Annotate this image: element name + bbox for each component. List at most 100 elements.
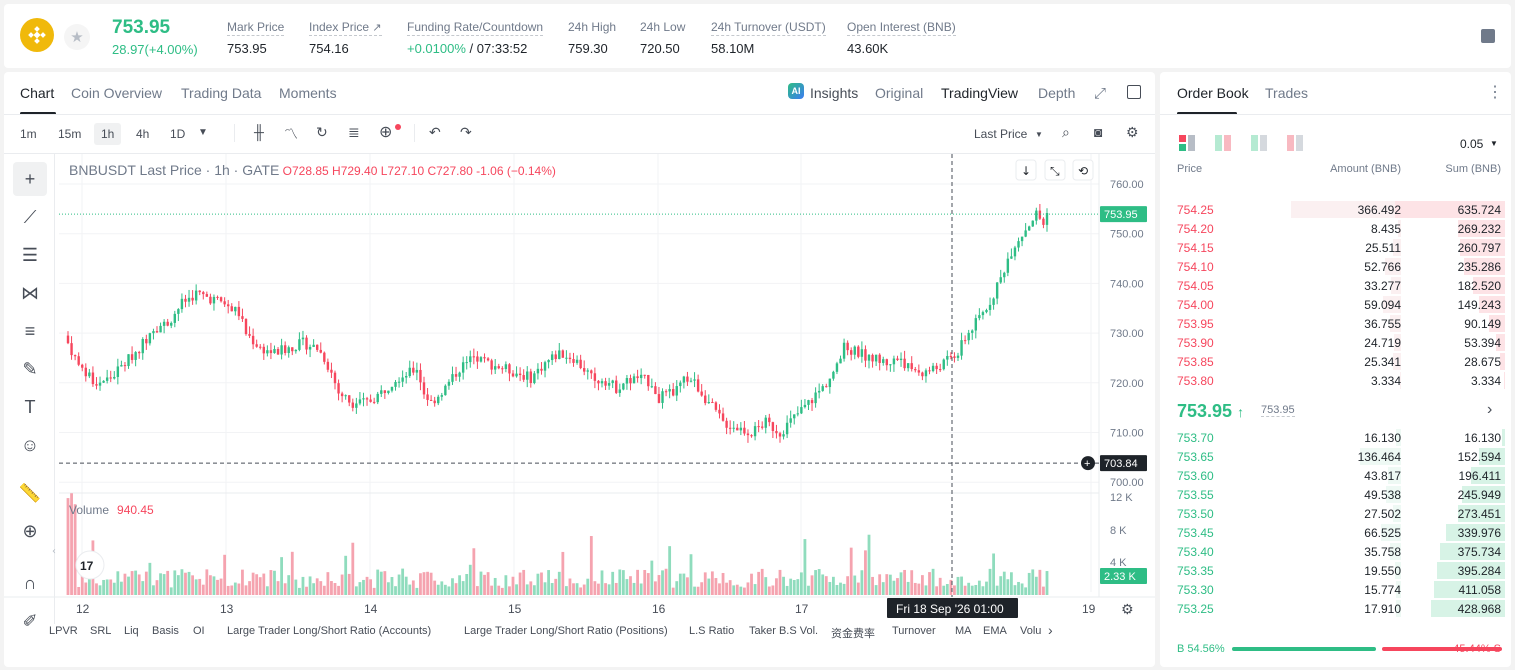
indicator-tab[interactable]: Turnover	[892, 625, 936, 637]
chevron-right-icon[interactable]: ›	[1048, 622, 1053, 638]
chevron-right-icon[interactable]: ›	[1487, 401, 1493, 418]
tab-coin-overview[interactable]: Coin Overview	[71, 85, 163, 101]
indicator-tab[interactable]: SRL	[90, 625, 112, 637]
tab-chart[interactable]: Chart	[20, 85, 55, 101]
more-menu-icon[interactable]: ⋮	[1487, 84, 1503, 101]
favorite-star-icon[interactable]: ★	[64, 24, 90, 50]
timeframe-1h[interactable]: 1h	[94, 123, 122, 145]
indicator-tab[interactable]: EMA	[983, 625, 1007, 637]
timeframe-1m[interactable]: 1m	[20, 127, 37, 141]
time-tag-text: Fri 18 Sep '26 01:00	[896, 602, 1004, 616]
indicator-tab[interactable]: Taker B.S Vol.	[749, 625, 819, 637]
zoom-in-icon[interactable]: ⊕	[22, 520, 38, 541]
tab-trading-data[interactable]: Trading Data	[181, 85, 262, 101]
fib-icon[interactable]: ≡	[24, 320, 36, 341]
magnet-icon[interactable]: ∩	[23, 572, 37, 593]
replay-icon[interactable]: ↻	[316, 124, 328, 140]
horizontal-lines-icon[interactable]: ☰	[21, 244, 39, 265]
candle-body	[1031, 220, 1034, 227]
asks-view-icon[interactable]	[1287, 135, 1303, 151]
timeframe-1D[interactable]: 1D	[170, 127, 186, 141]
ask-row[interactable]: 754.20 8.435 269.232	[1160, 219, 1511, 238]
indicator-tab[interactable]: Large Trader Long/Short Ratio (Positions…	[464, 625, 668, 637]
view-depth[interactable]: Depth	[1038, 85, 1076, 101]
indicator-tab[interactable]: Liq	[124, 625, 139, 637]
candle-body	[889, 364, 892, 366]
row-amount: 59.094	[1364, 298, 1401, 312]
volume-bar	[942, 585, 946, 595]
templates-icon[interactable]: ≣	[348, 124, 360, 140]
indicators-icon[interactable]: 〽	[284, 126, 298, 142]
ask-row[interactable]: 753.95 36.755 90.149	[1160, 314, 1511, 333]
add-indicator-icon[interactable]: ⊕	[379, 124, 393, 141]
indicator-tab[interactable]: L.S Ratio	[689, 625, 735, 637]
brush-icon[interactable]: ✎	[22, 358, 38, 379]
indicator-tab[interactable]: 资金费率	[831, 628, 875, 640]
indicator-tab[interactable]: Volu	[1020, 625, 1042, 637]
bid-row[interactable]: 753.40 35.758 375.734	[1160, 542, 1511, 561]
volume-bar	[1006, 579, 1010, 595]
ask-row[interactable]: 754.15 25.511 260.797	[1160, 238, 1511, 257]
indicator-tab[interactable]: OI	[193, 625, 205, 637]
row-amount: 36.755	[1364, 317, 1401, 331]
pencil-lock-icon[interactable]: ✐	[22, 610, 38, 631]
crosshair-icon[interactable]: +	[13, 162, 47, 196]
tab-moments[interactable]: Moments	[279, 85, 337, 101]
bid-row[interactable]: 753.60 43.817 196.411	[1160, 466, 1511, 485]
emoji-icon[interactable]: ☺	[20, 434, 40, 455]
collapse-icon: ⤡	[1050, 164, 1060, 178]
low-stat: 24h Low 720.50	[640, 20, 686, 56]
indicator-tab[interactable]: LPVR	[49, 625, 78, 637]
indicator-tab[interactable]: MA	[955, 625, 972, 637]
timeframe-dropdown-icon[interactable]: ▼	[198, 127, 208, 138]
tab-trades[interactable]: Trades	[1265, 85, 1309, 101]
ask-row[interactable]: 753.85 25.341 28.675	[1160, 352, 1511, 371]
tab-order-book[interactable]: Order Book	[1177, 85, 1249, 101]
view-original[interactable]: Original	[875, 85, 924, 101]
bid-row[interactable]: 753.55 49.538 245.949	[1160, 485, 1511, 504]
price-axis-label: 710.00	[1110, 428, 1144, 440]
view-insights[interactable]: Insights	[810, 85, 859, 101]
settings-gear-icon[interactable]: ⚙	[1126, 124, 1139, 140]
redo-icon[interactable]: ↷	[460, 124, 472, 140]
ask-row[interactable]: 754.25 366.492 635.724	[1160, 200, 1511, 219]
bid-row[interactable]: 753.35 19.550 395.284	[1160, 561, 1511, 580]
timeframe-4h[interactable]: 4h	[136, 127, 150, 141]
index-price-stat[interactable]: Index Price ↗ 754.16	[309, 20, 382, 56]
candlestick-chart[interactable]: 760.00 750.00 740.00 730.00 720.00 710.00 700.…	[4, 72, 1155, 667]
last-price-select[interactable]: Last Price	[974, 127, 1028, 141]
search-icon[interactable]: ⌕	[1062, 124, 1070, 140]
bid-row[interactable]: 753.65 136.464 152.594	[1160, 447, 1511, 466]
volume-bar	[372, 587, 376, 595]
undo-icon[interactable]: ↶	[429, 124, 441, 140]
notebook-icon[interactable]	[1481, 29, 1495, 43]
bid-row[interactable]: 753.45 66.525 339.976	[1160, 523, 1511, 542]
timeframe-15m[interactable]: 15m	[58, 127, 82, 141]
ask-row[interactable]: 753.80 3.334 3.334	[1160, 371, 1511, 390]
pattern-icon[interactable]: ⋈	[21, 282, 39, 303]
candle-type-icon[interactable]: ╫	[254, 124, 264, 140]
text-icon[interactable]: T	[24, 396, 36, 417]
bids-view-icon[interactable]	[1251, 135, 1267, 151]
bid-row[interactable]: 753.30 15.774 411.058	[1160, 580, 1511, 599]
bid-row[interactable]: 753.50 27.502 273.451	[1160, 504, 1511, 523]
ask-row[interactable]: 754.05 33.277 182.520	[1160, 276, 1511, 295]
both-sides-view-icon[interactable]	[1179, 135, 1195, 151]
expand-icon[interactable]: ⤢	[1094, 85, 1107, 102]
bid-row[interactable]: 753.70 16.130 16.130	[1160, 428, 1511, 447]
bid-row[interactable]: 753.25 17.910 428.968	[1160, 599, 1511, 618]
ask-row[interactable]: 753.90 24.719 53.394	[1160, 333, 1511, 352]
trendline-icon[interactable]: ⟋	[23, 206, 37, 227]
ask-row[interactable]: 754.10 52.766 235.286	[1160, 257, 1511, 276]
view-tradingview[interactable]: TradingView	[941, 85, 1019, 101]
chevron-down-icon[interactable]: ▼	[1490, 139, 1498, 148]
buy-sell-view-icon[interactable]	[1215, 135, 1231, 151]
ruler-icon[interactable]: 📏	[18, 482, 42, 503]
camera-icon[interactable]: ◙	[1094, 124, 1103, 140]
window-icon[interactable]	[1127, 85, 1141, 99]
indicator-tab[interactable]: Large Trader Long/Short Ratio (Accounts)	[227, 625, 432, 637]
indicator-tab[interactable]: Basis	[152, 625, 179, 637]
precision-select[interactable]: 0.05	[1460, 137, 1484, 151]
chevron-down-icon[interactable]: ▼	[1035, 130, 1043, 139]
ask-row[interactable]: 754.00 59.094 149.243	[1160, 295, 1511, 314]
